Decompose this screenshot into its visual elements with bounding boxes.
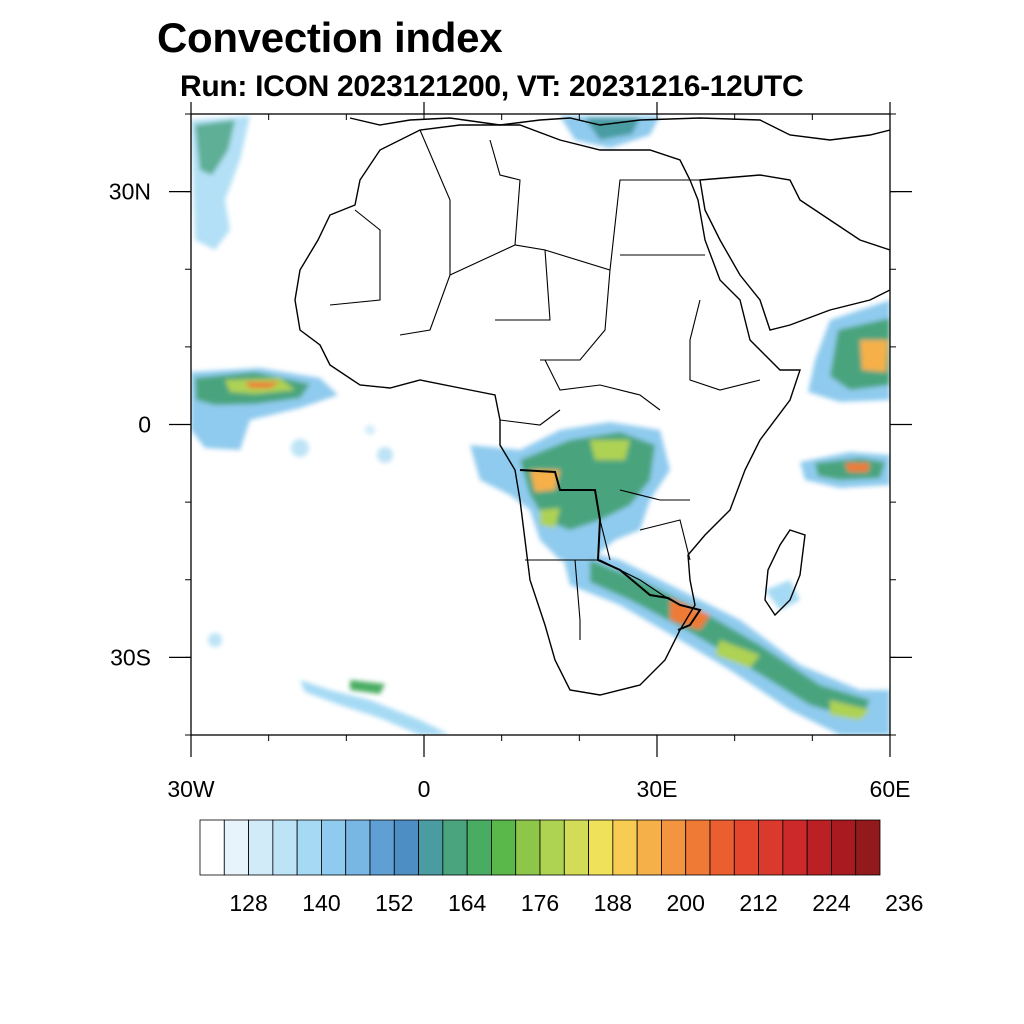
colorbar-tick-label: 140 xyxy=(302,890,340,916)
field-south-atlantic xyxy=(300,680,450,735)
lat-tick-label: 0 xyxy=(138,412,151,438)
colorbar-swatch xyxy=(733,819,759,876)
colorbar-swatch xyxy=(685,819,711,876)
colorbar-swatch xyxy=(563,819,589,876)
colorbar-swatch xyxy=(661,819,687,876)
colorbar-tick-label: 164 xyxy=(448,890,487,916)
colorbar-swatch xyxy=(515,819,541,876)
colorbar-swatch xyxy=(831,819,857,876)
colorbar-swatch xyxy=(612,819,638,876)
colorbar-swatch xyxy=(491,819,517,876)
colorbar-swatch xyxy=(199,819,225,876)
colorbar-swatch xyxy=(248,819,274,876)
colorbar-swatch xyxy=(442,819,468,876)
colorbar-swatch xyxy=(272,819,298,876)
colorbar-tick-label: 212 xyxy=(739,890,777,916)
colorbar-swatch xyxy=(321,819,347,876)
colorbar-swatch xyxy=(296,819,322,876)
colorbar-swatch xyxy=(345,819,371,876)
madagascar xyxy=(764,529,806,617)
colorbar-tick-label: 200 xyxy=(667,890,705,916)
colorbar-swatch xyxy=(806,819,832,876)
lat-tick-label: 30S xyxy=(110,644,151,670)
colorbar-swatch xyxy=(393,819,419,876)
colorbar-swatch xyxy=(758,819,784,876)
coastlines xyxy=(294,117,890,696)
colorbar-tick-label: 236 xyxy=(885,890,923,916)
colorbar-swatch xyxy=(709,819,735,876)
arabia xyxy=(699,174,890,331)
colorbar-swatch xyxy=(782,819,808,876)
colorbar-swatch xyxy=(418,819,444,876)
lon-tick-label: 30W xyxy=(167,776,215,802)
country-borders xyxy=(329,129,761,640)
colorbar-swatch xyxy=(223,819,249,876)
map-axes: 30W 0 30E 60E 30N 0 30S xyxy=(109,102,912,802)
basin-outline xyxy=(519,469,702,631)
colorbar-tick-label: 188 xyxy=(594,890,632,916)
colorbar-swatch xyxy=(369,819,395,876)
lon-tick-label: 0 xyxy=(418,776,431,802)
colorbar: 128 140 152 164 176 188 200 212 224 236 xyxy=(199,819,923,916)
map-title: Convection index xyxy=(157,14,503,61)
map-subtitle: Run: ICON 2023121200, VT: 20231216-12UTC xyxy=(180,70,804,103)
colorbar-swatch xyxy=(539,819,565,876)
lon-tick-label: 30E xyxy=(637,776,678,802)
colorbar-swatch xyxy=(636,819,662,876)
colorbar-swatch xyxy=(855,819,881,876)
colorbar-tick-label: 176 xyxy=(521,890,559,916)
lat-tick-label: 30N xyxy=(109,179,151,205)
colorbar-tick-label: 224 xyxy=(812,890,851,916)
convection-field xyxy=(191,116,890,735)
africa-coastline xyxy=(294,124,801,696)
colorbar-tick-label: 152 xyxy=(375,890,413,916)
lon-tick-label: 60E xyxy=(870,776,911,802)
colorbar-swatch xyxy=(588,819,614,876)
colorbar-tick-label: 128 xyxy=(229,890,267,916)
colorbar-swatch xyxy=(466,819,492,876)
